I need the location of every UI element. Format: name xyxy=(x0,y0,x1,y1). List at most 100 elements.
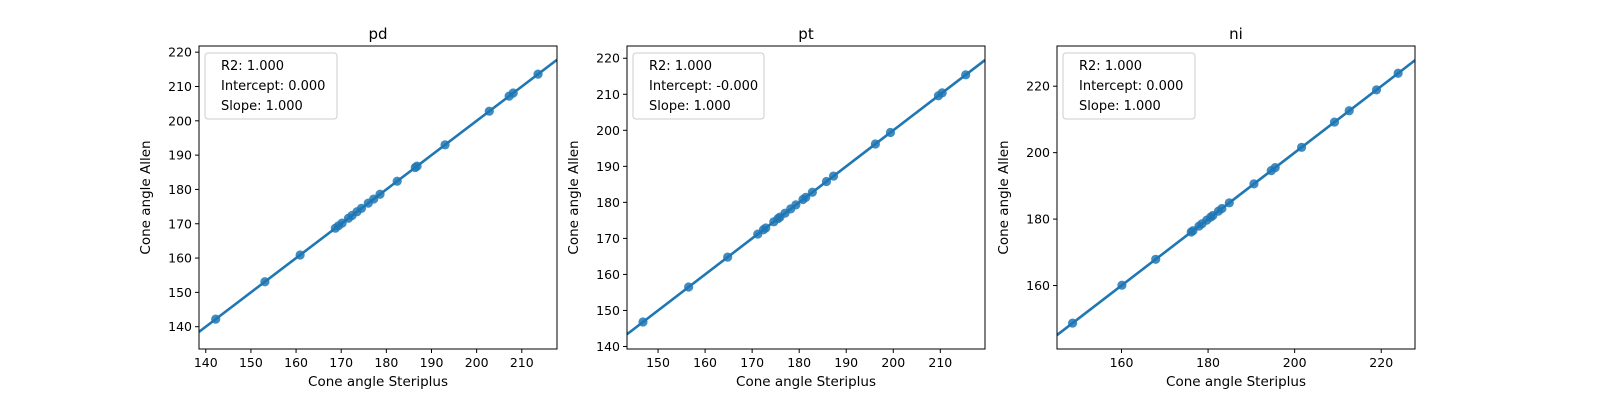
data-point xyxy=(1296,142,1307,152)
panel-title: pd xyxy=(368,25,387,43)
y-tick-label: 190 xyxy=(596,159,620,174)
data-point xyxy=(484,106,494,116)
data-point xyxy=(1393,68,1403,78)
panel-ni: 160 180 200 220 160 180 200 220 ni Cone angle Ste… xyxy=(996,25,1416,390)
data-point xyxy=(211,314,221,324)
data-point xyxy=(1067,318,1078,328)
y-tick-label: 180 xyxy=(1026,212,1050,227)
axes-frame xyxy=(1056,45,1416,350)
legend-box xyxy=(204,52,338,120)
y-tick-label: 170 xyxy=(168,216,192,231)
data-point xyxy=(761,223,771,233)
y-tick-label: 160 xyxy=(1026,278,1050,293)
y-tick-label: 220 xyxy=(1026,79,1050,94)
legend: R2: 1.000 Intercept: -0.000 Slope: 1.000 xyxy=(632,52,765,120)
y-tick-label: 180 xyxy=(168,182,192,197)
data-point xyxy=(295,250,305,260)
data-point xyxy=(1117,280,1127,290)
data-point xyxy=(1151,254,1161,264)
data-point xyxy=(533,69,543,79)
data-point xyxy=(508,88,518,98)
data-point xyxy=(638,317,648,327)
legend-box xyxy=(632,52,765,120)
y-tick-label: 180 xyxy=(596,195,620,210)
plot-area xyxy=(199,58,557,333)
legend-entry: Intercept: 0.000 xyxy=(221,79,325,94)
data-point xyxy=(870,139,880,149)
x-tick-label: 190 xyxy=(420,355,444,370)
legend-entry: R2: 1.000 xyxy=(1079,59,1142,74)
x-tick-label: 150 xyxy=(646,355,670,370)
y-tick-label: 140 xyxy=(168,319,192,334)
legend-entry: Slope: 1.000 xyxy=(221,99,303,114)
x-tick-label: 170 xyxy=(329,355,353,370)
data-point xyxy=(1224,198,1234,208)
x-tick-label: 170 xyxy=(740,355,764,370)
legend-entry: R2: 1.000 xyxy=(221,59,284,74)
data-point xyxy=(961,70,971,80)
x-tick-label: 210 xyxy=(510,355,534,370)
legend: R2: 1.000 Intercept: 0.000 Slope: 1.000 xyxy=(1062,52,1196,120)
y-tick-label: 200 xyxy=(596,123,620,138)
legend-entry: Slope: 1.000 xyxy=(1079,99,1161,114)
x-axis-label: Cone angle Steriplus xyxy=(308,374,448,390)
y-tick-label: 160 xyxy=(168,251,192,266)
x-tick-label: 160 xyxy=(284,355,308,370)
legend-entry: Intercept: 0.000 xyxy=(1079,79,1183,94)
y-tick-label: 220 xyxy=(596,51,620,66)
legend-box xyxy=(1062,52,1196,120)
data-point xyxy=(375,189,385,199)
y-axis-label: Cone angle Allen xyxy=(566,140,582,254)
x-tick-label: 180 xyxy=(374,355,398,370)
axes-frame xyxy=(626,45,986,350)
panel-title: pt xyxy=(798,25,814,43)
y-tick-label: 190 xyxy=(168,148,192,163)
data-point xyxy=(392,176,402,186)
y-tick-label: 150 xyxy=(168,285,192,300)
plot-area xyxy=(627,59,985,336)
x-tick-label: 200 xyxy=(465,355,489,370)
data-point xyxy=(260,277,270,287)
data-point xyxy=(1329,117,1340,127)
y-tick-label: 210 xyxy=(168,79,192,94)
regression-line xyxy=(1057,59,1415,337)
data-point xyxy=(369,194,379,204)
legend-entry: Slope: 1.000 xyxy=(649,99,731,114)
x-tick-label: 200 xyxy=(881,355,905,370)
x-axis-label: Cone angle Steriplus xyxy=(736,374,876,390)
y-tick-label: 170 xyxy=(596,231,620,246)
data-point xyxy=(821,176,832,187)
x-tick-label: 220 xyxy=(1369,355,1393,370)
x-tick-label: 140 xyxy=(194,355,218,370)
axes-frame xyxy=(198,45,558,350)
y-tick-label: 210 xyxy=(596,87,620,102)
x-tick-label: 160 xyxy=(693,355,717,370)
x-axis-label: Cone angle Steriplus xyxy=(1166,374,1306,390)
data-point xyxy=(1270,162,1280,173)
y-tick-label: 140 xyxy=(596,339,620,354)
y-tick-label: 200 xyxy=(168,113,192,128)
y-axis-label: Cone angle Allen xyxy=(996,140,1012,254)
panel-pd: 140 150 160 170 180 190 200 210 140 150 160 170 180 1… xyxy=(138,25,558,390)
data-point xyxy=(723,252,733,262)
x-tick-label: 150 xyxy=(239,355,263,370)
data-point xyxy=(1249,179,1259,189)
x-tick-label: 200 xyxy=(1283,355,1307,370)
x-tick-label: 190 xyxy=(834,355,858,370)
data-point xyxy=(937,88,947,98)
x-tick-label: 180 xyxy=(787,355,811,370)
panel-pt: 150 160 170 180 190 200 210 140 150 160 170 180 190 2… xyxy=(566,25,986,390)
data-point xyxy=(356,203,367,213)
data-point xyxy=(337,218,347,228)
legend-entry: R2: 1.000 xyxy=(649,59,712,74)
legend: R2: 1.000 Intercept: 0.000 Slope: 1.000 xyxy=(204,52,338,120)
y-axis-label: Cone angle Allen xyxy=(138,140,154,254)
x-tick-label: 180 xyxy=(1196,355,1220,370)
y-tick-label: 200 xyxy=(1026,145,1050,160)
panel-title: ni xyxy=(1229,25,1243,43)
data-point xyxy=(885,127,896,138)
y-tick-label: 220 xyxy=(168,45,192,60)
data-point xyxy=(807,187,817,197)
data-point xyxy=(684,282,694,292)
